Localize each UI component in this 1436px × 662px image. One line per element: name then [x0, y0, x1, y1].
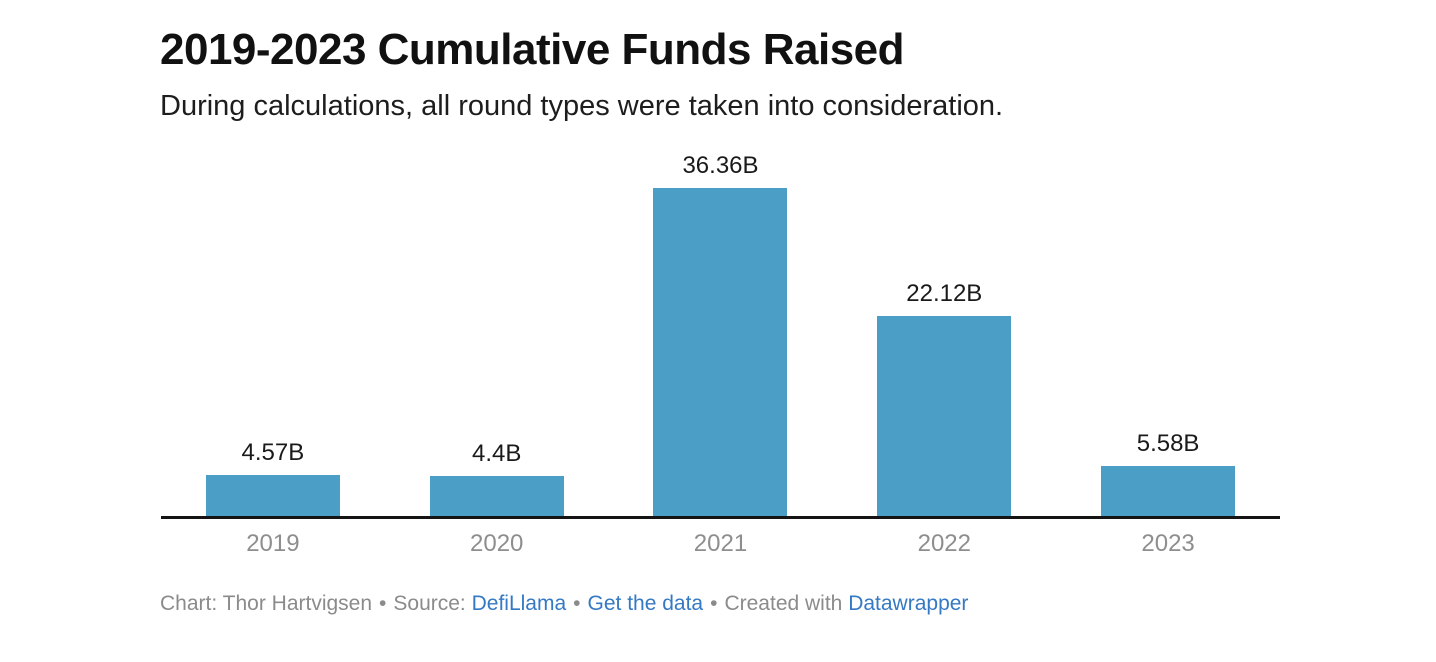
bar-2019 [205, 475, 340, 516]
bar-2023 [1101, 466, 1236, 516]
separator-dot: • [379, 592, 387, 615]
x-axis-line [161, 516, 1280, 519]
datawrapper-link[interactable]: Datawrapper [848, 592, 969, 615]
plot-area: 4.57B 4.4B 36.36B 22.12B 5.58B [161, 152, 1280, 516]
bar-2021 [653, 188, 788, 516]
bar-chart: 4.57B 4.4B 36.36B 22.12B 5.58B 2019 2020 2021 2… [161, 152, 1280, 559]
bar-2022 [877, 316, 1012, 516]
bar-cell: 22.12B [832, 280, 1056, 516]
bar-cell: 4.57B [161, 439, 385, 516]
x-axis-label: 2019 [246, 530, 300, 557]
x-axis-labels: 2019 2020 2021 2022 2023 [161, 529, 1280, 559]
source-label: Source: [393, 592, 466, 615]
bar-value-label: 5.58B [1136, 430, 1200, 457]
bar-cell: 36.36B [609, 152, 833, 516]
x-axis-label: 2022 [917, 530, 971, 557]
chart-credit: Chart: Thor Hartvigsen [160, 592, 373, 615]
source-link[interactable]: DefiLlama [471, 592, 567, 615]
bar-value-label: 4.57B [241, 439, 305, 466]
chart-subtitle: During calculations, all round types wer… [160, 90, 1004, 122]
x-axis-label: 2021 [693, 530, 748, 557]
chart-header: 2019-2023 Cumulative Funds Raised During… [0, 0, 1436, 124]
x-axis-label: 2020 [470, 530, 524, 557]
bar-value-label: 4.4B [472, 440, 522, 467]
separator-dot: • [573, 592, 581, 615]
created-with-label: Created with [724, 592, 843, 615]
bar-cell: 4.4B [385, 440, 609, 516]
bar-value-label: 22.12B [906, 280, 983, 307]
x-axis-label: 2023 [1141, 530, 1195, 557]
bar-value-label: 36.36B [682, 152, 759, 179]
footer-credits: Chart: Thor Hartvigsen • Source: DefiLlama… [160, 591, 1276, 617]
bar-cell: 5.58B [1056, 430, 1280, 516]
separator-dot: • [710, 592, 718, 615]
bar-2020 [429, 476, 564, 516]
get-data-link[interactable]: Get the data [587, 592, 704, 615]
chart-title: 2019-2023 Cumulative Funds Raised [160, 25, 905, 74]
